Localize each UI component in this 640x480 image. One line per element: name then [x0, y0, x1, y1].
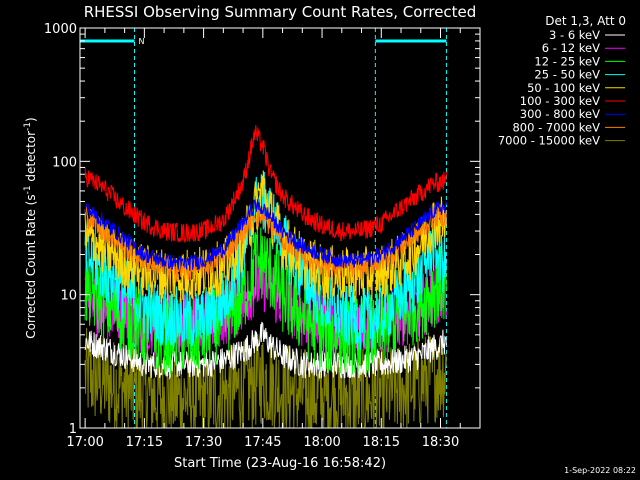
- x-axis-label: Start Time (23-Aug-16 16:58:42): [174, 456, 386, 471]
- legend-entry-label-5: 100 - 300 keV: [520, 94, 600, 108]
- legend-entry-label-3: 25 - 50 keV: [534, 68, 600, 82]
- x-tick-label-3: 17:45: [244, 435, 281, 450]
- y-tick-label-2: 100: [52, 155, 77, 170]
- plot-frame: [79, 27, 481, 429]
- legend-entry-label-2: 12 - 25 keV: [534, 54, 600, 68]
- series-line-5: [84, 125, 447, 244]
- x-tick-label-2: 17:30: [185, 435, 222, 450]
- legend-title: Det 1,3, Att 0: [545, 14, 626, 28]
- legend-entry-label-4: 50 - 100 keV: [527, 81, 600, 95]
- chart-title: RHESSI Observing Summary Count Rates, Co…: [84, 3, 477, 21]
- legend-entry-label-8: 7000 - 15000 keV: [498, 134, 600, 148]
- series-line-8: [84, 327, 447, 430]
- series-line-0: [84, 321, 447, 380]
- series-line-2: [84, 227, 447, 375]
- night-marker-label: N: [138, 37, 144, 46]
- legend-entry-label-0: 3 - 6 keV: [549, 28, 600, 42]
- legend-entry-label-6: 300 - 800 keV: [520, 107, 600, 121]
- y-axis-label-sup2: -1: [23, 122, 33, 131]
- legend-entry-label-1: 6 - 12 keV: [542, 41, 600, 55]
- series-line-6: [84, 198, 447, 271]
- footer-timestamp: 1-Sep-2022 08:22: [564, 466, 636, 475]
- y-axis-label: Corrected Count Rate (s-1 detector-1): [23, 117, 38, 338]
- y-axis-label-sup1: -1: [23, 185, 33, 194]
- x-tick-label-4: 18:00: [303, 435, 340, 450]
- x-tick-label-6: 18:30: [422, 435, 459, 450]
- y-axis-label-part3: ): [24, 117, 38, 122]
- y-axis-label-part1: Corrected Count Rate (s: [24, 194, 38, 338]
- x-tick-label-0: 17:00: [66, 435, 103, 450]
- y-tick-label-0: 1: [69, 422, 77, 437]
- series-line-7: [84, 203, 447, 283]
- legend-entry-label-7: 800 - 7000 keV: [512, 120, 600, 134]
- y-axis-label-part2: detector: [24, 131, 38, 186]
- x-tick-label-5: 18:15: [363, 435, 400, 450]
- y-tick-label-1: 10: [60, 289, 77, 304]
- x-tick-label-1: 17:15: [126, 435, 163, 450]
- plot-area: N 1 10 100 1000 17:00 17:15 17:30 17:45 18:00 18:1…: [44, 22, 481, 450]
- y-tick-label-3: 1000: [44, 22, 77, 37]
